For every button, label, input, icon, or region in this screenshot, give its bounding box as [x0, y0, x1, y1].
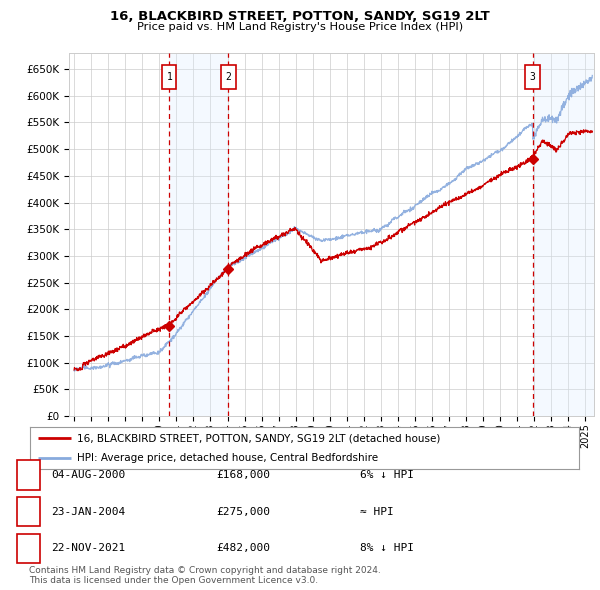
- FancyBboxPatch shape: [526, 65, 540, 89]
- Text: 22-NOV-2021: 22-NOV-2021: [51, 543, 125, 553]
- Text: 6% ↓ HPI: 6% ↓ HPI: [360, 470, 414, 480]
- Text: 04-AUG-2000: 04-AUG-2000: [51, 470, 125, 480]
- FancyBboxPatch shape: [221, 65, 236, 89]
- Text: £168,000: £168,000: [216, 470, 270, 480]
- Text: Contains HM Land Registry data © Crown copyright and database right 2024.: Contains HM Land Registry data © Crown c…: [29, 566, 380, 575]
- Text: 3: 3: [25, 543, 32, 553]
- Text: £482,000: £482,000: [216, 543, 270, 553]
- Text: £275,000: £275,000: [216, 507, 270, 516]
- FancyBboxPatch shape: [162, 65, 176, 89]
- Text: 1: 1: [25, 470, 32, 480]
- Text: 2: 2: [25, 507, 32, 516]
- Text: This data is licensed under the Open Government Licence v3.0.: This data is licensed under the Open Gov…: [29, 576, 318, 585]
- Text: 3: 3: [530, 72, 535, 82]
- Text: 2: 2: [226, 72, 232, 82]
- Bar: [533, 53, 594, 416]
- Text: ≈ HPI: ≈ HPI: [360, 507, 394, 516]
- Text: Price paid vs. HM Land Registry's House Price Index (HPI): Price paid vs. HM Land Registry's House …: [137, 22, 463, 32]
- Text: 8% ↓ HPI: 8% ↓ HPI: [360, 543, 414, 553]
- Bar: [169, 53, 229, 416]
- Text: 16, BLACKBIRD STREET, POTTON, SANDY, SG19 2LT (detached house): 16, BLACKBIRD STREET, POTTON, SANDY, SG1…: [77, 433, 440, 443]
- Text: 23-JAN-2004: 23-JAN-2004: [51, 507, 125, 516]
- Text: 1: 1: [166, 72, 172, 82]
- Text: 16, BLACKBIRD STREET, POTTON, SANDY, SG19 2LT: 16, BLACKBIRD STREET, POTTON, SANDY, SG1…: [110, 10, 490, 23]
- Text: HPI: Average price, detached house, Central Bedfordshire: HPI: Average price, detached house, Cent…: [77, 454, 378, 463]
